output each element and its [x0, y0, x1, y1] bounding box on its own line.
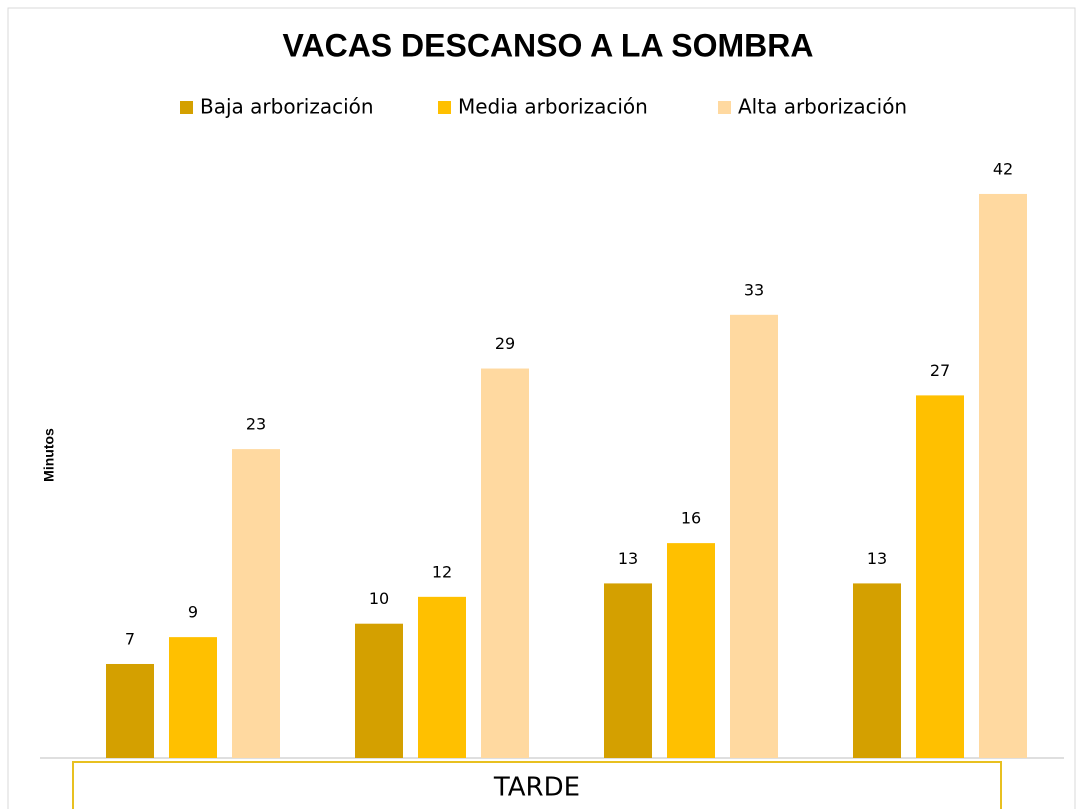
data-label: 9 [188, 603, 198, 622]
x-axis-label: TARDE [493, 773, 580, 803]
bar [853, 583, 901, 758]
bar [916, 395, 964, 758]
legend-label: Alta arborización [738, 95, 907, 119]
data-label: 10 [369, 589, 389, 608]
bar [730, 314, 778, 758]
data-label: 12 [432, 562, 452, 581]
bar [232, 449, 280, 758]
legend-swatch [718, 101, 731, 114]
bar [106, 663, 154, 758]
bar [481, 368, 529, 758]
data-label: 29 [495, 334, 515, 353]
x-axis-box [72, 761, 1002, 809]
chart-border [7, 7, 1076, 809]
data-label: 7 [125, 629, 135, 648]
bar [355, 623, 403, 758]
y-axis-label: Minutos [41, 428, 57, 482]
legend-swatch [180, 101, 193, 114]
chart-title: VACAS DESCANSO A LA SOMBRA [283, 27, 814, 63]
data-label: 33 [744, 280, 764, 299]
bar [169, 637, 217, 758]
bar [418, 596, 466, 758]
bar [979, 193, 1027, 758]
legend-label: Baja arborización [200, 95, 374, 119]
data-label: 13 [618, 549, 638, 568]
legend-label: Media arborización [458, 95, 648, 119]
bar [667, 543, 715, 758]
data-label: 23 [246, 415, 266, 434]
data-label: 16 [681, 509, 701, 528]
bar [604, 583, 652, 758]
data-label: 13 [867, 549, 887, 568]
data-label: 42 [993, 159, 1013, 178]
legend-swatch [438, 101, 451, 114]
data-label: 27 [930, 361, 950, 380]
